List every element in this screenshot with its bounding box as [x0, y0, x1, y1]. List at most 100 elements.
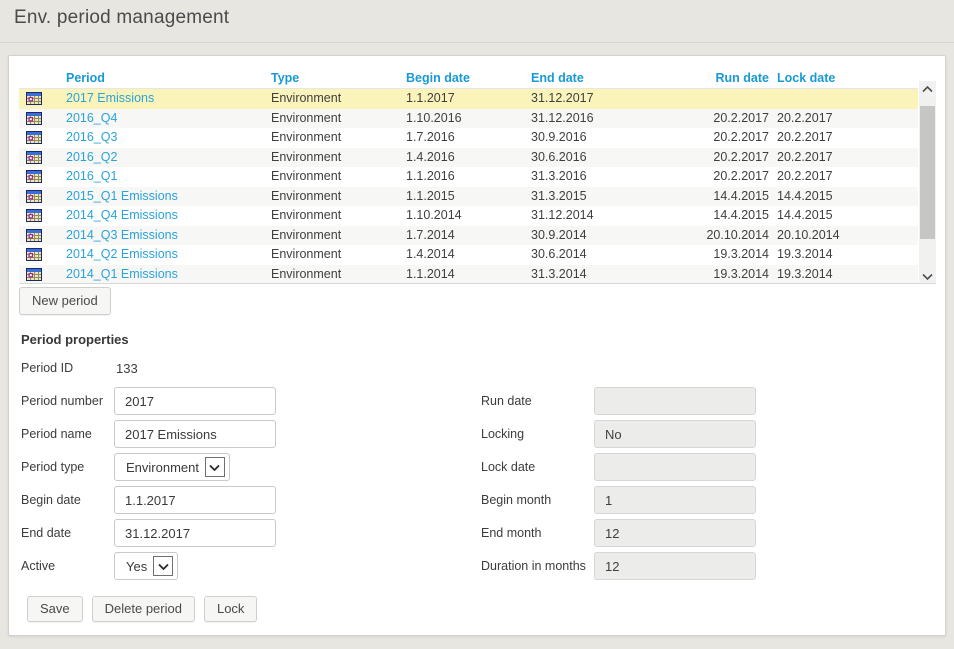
table-row[interactable]: 2014_Q1 Emissions Environment 1.1.2014 3…: [19, 264, 918, 283]
period-id-value: 133: [116, 360, 138, 376]
begin-date-row: Begin date: [21, 486, 276, 514]
cell-begin-date: 1.1.2015: [406, 188, 455, 203]
cell-begin-date: 1.1.2016: [406, 169, 455, 183]
title-divider: [0, 42, 954, 43]
form-right-column: Run date Locking Lock date Begin month E…: [481, 387, 756, 585]
cell-type: Environment: [271, 188, 342, 203]
column-header-period[interactable]: Period: [66, 71, 105, 85]
cell-type: Environment: [271, 149, 342, 164]
end-date-input[interactable]: [114, 519, 276, 547]
period-id-row: Period ID 133: [21, 354, 276, 382]
column-header-begin-date[interactable]: Begin date: [406, 71, 470, 85]
active-select[interactable]: Yes: [114, 552, 179, 580]
column-header-end-date[interactable]: End date: [531, 71, 584, 85]
table-row[interactable]: 2014_Q2 Emissions Environment 1.4.2014 3…: [19, 245, 918, 265]
cell-run-date: 20.10.2014: [706, 227, 769, 242]
table-row[interactable]: 2016_Q2 Environment 1.4.2016 30.6.2016 2…: [19, 147, 918, 167]
cell-end-date: 30.9.2014: [531, 227, 587, 242]
cell-begin-date: 1.7.2016: [406, 130, 455, 144]
locking-label: Locking: [481, 427, 525, 441]
cell-type: Environment: [271, 110, 342, 125]
table-row[interactable]: 2014_Q3 Emissions Environment 1.7.2014 3…: [19, 225, 918, 245]
delete-period-button[interactable]: Delete period: [91, 596, 195, 622]
chevron-down-icon[interactable]: [153, 556, 174, 576]
table-row[interactable]: 2014_Q4 Emissions Environment 1.10.2014 …: [19, 206, 918, 226]
table-row[interactable]: 2016_Q3 Environment 1.7.2016 30.9.2016 2…: [19, 128, 918, 148]
cell-run-date: 14.4.2015: [713, 188, 769, 203]
period-link[interactable]: 2014_Q1 Emissions: [66, 266, 178, 281]
period-type-select[interactable]: Environment: [114, 453, 230, 481]
table-row[interactable]: 2017 Emissions Environment 1.1.2017 31.1…: [19, 89, 918, 109]
table-row[interactable]: 2016_Q4 Environment 1.10.2016 31.12.2016…: [19, 108, 918, 128]
column-header-run-date[interactable]: Run date: [715, 71, 769, 85]
period-calendar-icon: [19, 131, 66, 145]
table-header-row: Period Type Begin date End date Run date…: [19, 67, 918, 89]
duration-field: [594, 552, 756, 580]
period-link[interactable]: 2016_Q2: [66, 149, 118, 164]
save-button[interactable]: Save: [27, 596, 83, 622]
period-calendar-icon: [19, 92, 66, 106]
end-month-row: End month: [481, 519, 756, 547]
chevron-down-icon[interactable]: [204, 457, 225, 477]
cell-type: Environment: [271, 169, 342, 183]
cell-begin-date: 1.7.2014: [406, 227, 455, 242]
cell-begin-date: 1.10.2016: [406, 110, 462, 125]
active-value: Yes: [126, 558, 148, 574]
period-number-input[interactable]: [114, 387, 276, 415]
lock-date-row: Lock date: [481, 453, 756, 481]
period-number-row: Period number: [21, 387, 276, 415]
active-label: Active: [21, 559, 56, 573]
cell-begin-date: 1.4.2014: [406, 247, 455, 261]
period-type-row: Period type Environment: [21, 453, 276, 481]
period-link[interactable]: 2017 Emissions: [66, 91, 155, 105]
new-period-button[interactable]: New period: [19, 287, 111, 315]
cell-end-date: 31.3.2016: [531, 169, 587, 183]
page-title: Env. period management: [14, 7, 230, 28]
cell-end-date: 30.6.2014: [531, 247, 587, 261]
period-link[interactable]: 2015_Q1 Emissions: [66, 188, 178, 203]
begin-date-input[interactable]: [114, 486, 276, 514]
run-date-field: [594, 387, 756, 415]
cell-run-date: 20.2.2017: [713, 149, 769, 164]
locking-row: Locking: [481, 420, 756, 448]
cell-type: Environment: [271, 247, 342, 261]
cell-run-date: 14.4.2015: [713, 208, 769, 222]
scroll-up-icon[interactable]: [919, 81, 936, 97]
column-header-type[interactable]: Type: [271, 71, 300, 85]
lock-button[interactable]: Lock: [203, 596, 258, 622]
period-name-row: Period name: [21, 420, 276, 448]
column-header-lock-date[interactable]: Lock date: [777, 71, 836, 85]
cell-run-date: 19.3.2014: [713, 266, 769, 281]
period-link[interactable]: 2016_Q3: [66, 130, 118, 144]
lock-date-label: Lock date: [481, 460, 536, 474]
period-id-label: Period ID: [21, 361, 74, 375]
scrollbar-thumb[interactable]: [920, 106, 935, 239]
period-link[interactable]: 2014_Q2 Emissions: [66, 247, 178, 261]
table-row[interactable]: 2016_Q1 Environment 1.1.2016 31.3.2016 2…: [19, 167, 918, 187]
period-name-input[interactable]: [114, 420, 276, 448]
cell-type: Environment: [271, 227, 342, 242]
period-calendar-icon: [19, 170, 66, 184]
period-link[interactable]: 2016_Q4: [66, 110, 118, 125]
cell-run-date: 20.2.2017: [713, 110, 769, 125]
period-link[interactable]: 2016_Q1: [66, 169, 118, 183]
active-row: Active Yes: [21, 552, 276, 580]
cell-lock-date: 14.4.2015: [777, 188, 833, 203]
cell-lock-date: 20.10.2014: [777, 227, 840, 242]
locking-field: [594, 420, 756, 448]
duration-label: Duration in months: [481, 559, 586, 573]
cell-end-date: 31.3.2014: [531, 266, 587, 281]
period-number-label: Period number: [21, 394, 103, 408]
period-link[interactable]: 2014_Q4 Emissions: [66, 208, 178, 222]
run-date-label: Run date: [481, 394, 532, 408]
table-row[interactable]: 2015_Q1 Emissions Environment 1.1.2015 3…: [19, 186, 918, 206]
cell-end-date: 30.9.2016: [531, 130, 587, 144]
period-type-value: Environment: [126, 459, 199, 475]
run-date-row: Run date: [481, 387, 756, 415]
period-calendar-icon: [19, 267, 66, 281]
period-link[interactable]: 2014_Q3 Emissions: [66, 227, 178, 242]
scroll-down-icon[interactable]: [919, 268, 936, 283]
cell-lock-date: 20.2.2017: [777, 130, 833, 144]
cell-lock-date: 19.3.2014: [777, 266, 833, 281]
table-scrollbar[interactable]: [919, 81, 936, 283]
